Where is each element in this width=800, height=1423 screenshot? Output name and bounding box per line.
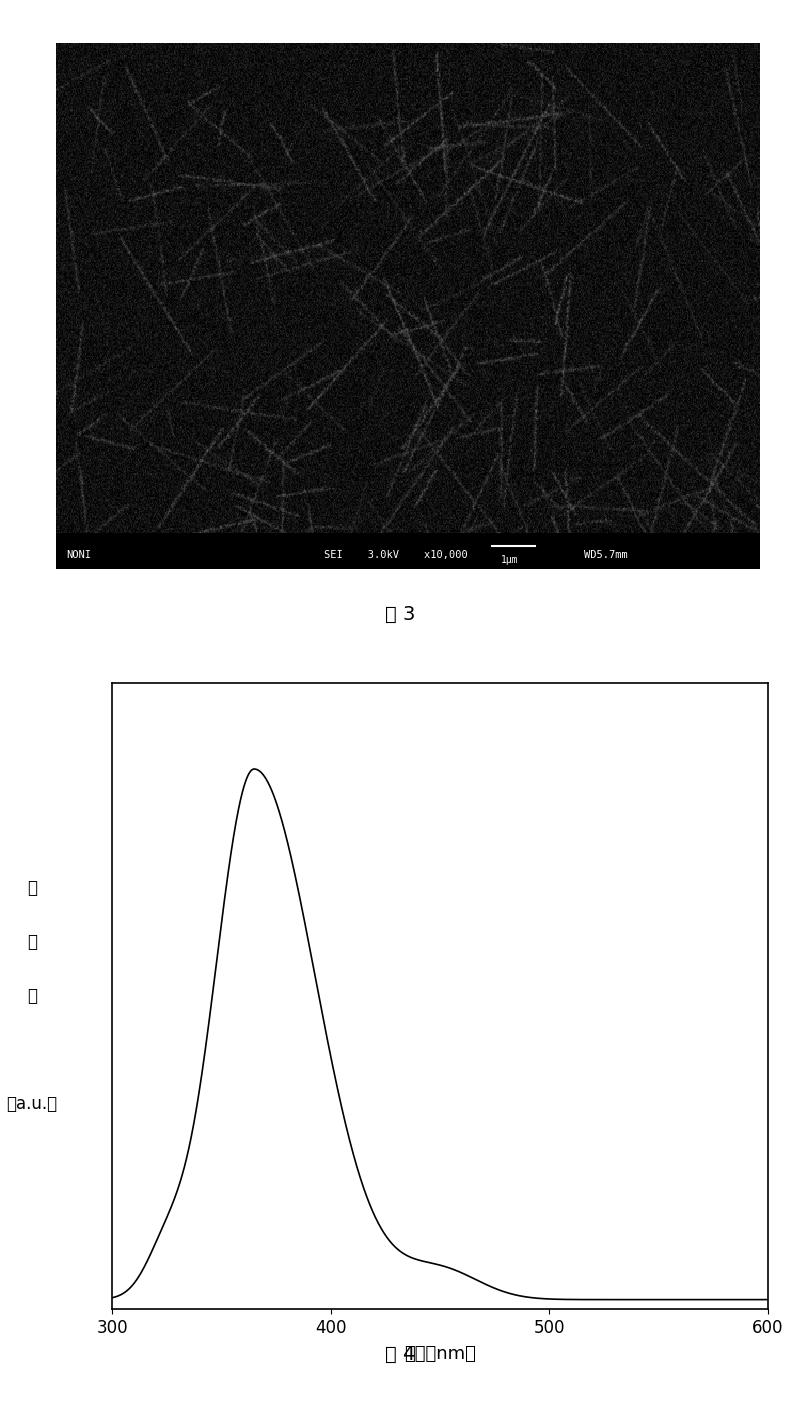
Text: 图 4: 图 4 bbox=[385, 1345, 415, 1363]
Text: NONI: NONI bbox=[66, 549, 92, 559]
Text: 1μm: 1μm bbox=[502, 555, 519, 565]
Text: 图 3: 图 3 bbox=[385, 605, 415, 623]
Text: 流: 流 bbox=[27, 988, 37, 1005]
Text: SEI    3.0kV    x10,000: SEI 3.0kV x10,000 bbox=[323, 549, 467, 559]
Text: 电: 电 bbox=[27, 933, 37, 951]
Text: （a.u.）: （a.u.） bbox=[6, 1096, 58, 1113]
X-axis label: 波长（nm）: 波长（nm） bbox=[404, 1345, 476, 1363]
Text: 光: 光 bbox=[27, 879, 37, 896]
Text: WD5.7mm: WD5.7mm bbox=[584, 549, 628, 559]
